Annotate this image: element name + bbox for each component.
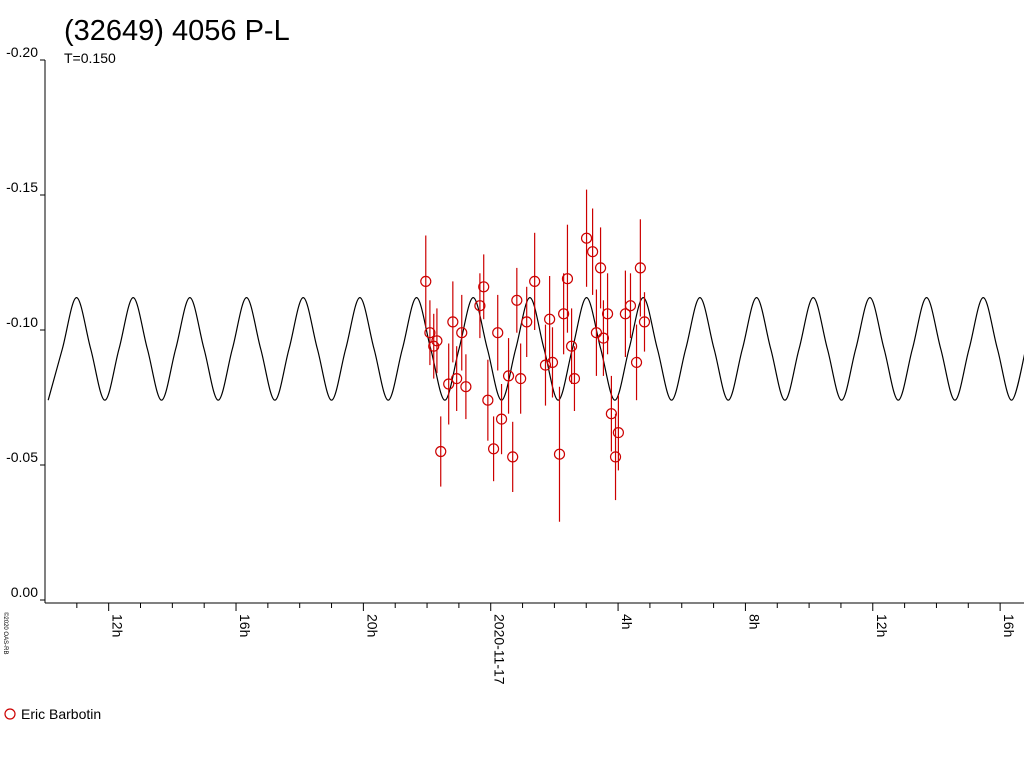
data-point [456,327,468,339]
model-curve [47,296,1024,401]
data-point [634,262,646,274]
data-point [539,359,552,371]
data-point [487,443,500,455]
data-point [553,448,566,460]
data-point [594,262,607,274]
data-point [478,281,490,293]
data-point [447,316,459,328]
data-point [431,335,443,347]
data-point [590,327,603,339]
data-point [565,340,578,352]
data-point [482,394,494,406]
data-point [630,356,643,368]
y-tick-label: -0.10 [6,314,38,330]
data-point [443,378,455,390]
data-point [544,313,556,325]
data-point [451,373,463,385]
data-point [435,445,447,458]
x-tick-label: 20h [364,614,380,637]
data-point [624,300,637,312]
data-point [502,370,515,382]
chart-subtitle: T=0.150 [64,50,116,66]
data-point [558,308,570,320]
data-point [428,340,440,352]
chart-title: (32649) 4056 P-L [64,15,290,47]
data-point [580,232,593,244]
x-tick-label: 4h [619,614,635,630]
x-tick-label: 16h [237,614,253,637]
data-point [515,373,527,385]
x-tick-label: 2020-11-17 [492,614,508,685]
data-point [521,316,533,328]
legend-label: Eric Barbotin [21,706,101,722]
x-tick-label: 8h [746,614,762,630]
legend-marker [4,708,16,720]
data-point [587,246,599,258]
data-point [511,294,523,306]
data-point [492,327,504,339]
data-point [638,316,651,328]
x-tick-label: 12h [110,614,126,637]
data-point [612,427,624,439]
data-point [495,413,508,425]
data-point [424,327,436,339]
y-tick-label: -0.05 [6,449,38,465]
plot-area [47,189,1024,522]
data-point [507,451,519,463]
y-tick-label: 0.00 [11,584,38,600]
data-point [546,356,559,368]
data-point [529,275,541,287]
data-point [605,408,617,420]
data-point [601,308,614,320]
x-tick-label: 16h [1001,614,1017,637]
data-point [460,381,472,393]
credit: ©2020 OAS-RB [2,612,9,654]
data-point [474,300,486,312]
y-tick-label: -0.20 [6,44,38,60]
data-point [561,273,574,285]
data-point [568,373,581,385]
x-tick-label: 12h [874,614,890,637]
data-point [420,275,432,287]
data-point [597,332,610,344]
y-tick-label: -0.15 [6,179,38,195]
data-point [609,451,622,463]
